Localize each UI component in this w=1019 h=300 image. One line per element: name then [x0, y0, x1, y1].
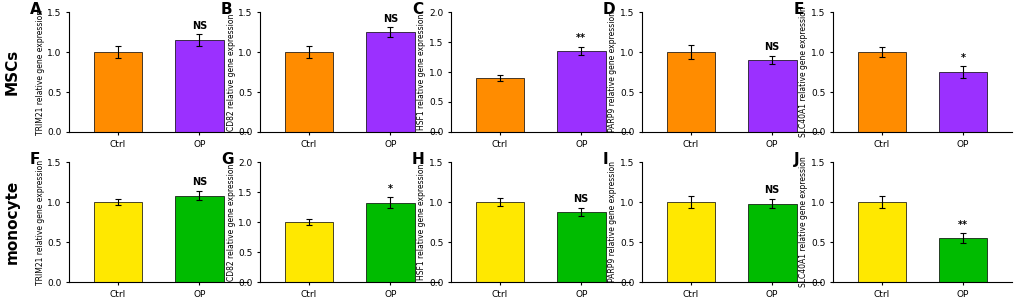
Y-axis label: TRIM21 relative gene expression: TRIM21 relative gene expression	[36, 9, 45, 135]
Bar	[94, 52, 143, 132]
Bar	[556, 212, 605, 282]
Text: NS: NS	[573, 194, 588, 204]
Bar	[747, 60, 796, 132]
Text: B: B	[221, 2, 232, 17]
Text: monocyte: monocyte	[5, 180, 19, 264]
Text: **: **	[576, 33, 586, 43]
Text: NS: NS	[192, 177, 207, 187]
Text: A: A	[30, 2, 42, 17]
Text: E: E	[793, 2, 803, 17]
Y-axis label: CD82 relative gene expression: CD82 relative gene expression	[226, 13, 235, 131]
Bar	[175, 40, 223, 132]
Y-axis label: PARP9 relative gene expression: PARP9 relative gene expression	[607, 161, 616, 283]
Text: H: H	[412, 152, 424, 167]
Bar	[366, 203, 415, 282]
Y-axis label: CD82 relative gene expression: CD82 relative gene expression	[226, 163, 235, 281]
Text: NS: NS	[764, 185, 779, 195]
Bar	[937, 72, 986, 132]
Y-axis label: PARP9 relative gene expression: PARP9 relative gene expression	[607, 11, 616, 133]
Text: F: F	[30, 152, 41, 167]
Text: *: *	[387, 184, 392, 194]
Bar	[857, 202, 905, 282]
Y-axis label: HSF1 relative gene expression: HSF1 relative gene expression	[417, 164, 426, 280]
Y-axis label: SLC40A1 relative gene expression: SLC40A1 relative gene expression	[799, 157, 807, 287]
Bar	[284, 222, 333, 282]
Bar	[857, 52, 905, 132]
Text: NS: NS	[192, 21, 207, 31]
Text: J: J	[793, 152, 799, 167]
Y-axis label: TRIM21 relative gene expression: TRIM21 relative gene expression	[36, 159, 45, 285]
Text: NS: NS	[382, 14, 397, 24]
Bar	[937, 238, 986, 282]
Text: D: D	[602, 2, 614, 17]
Y-axis label: HSF1 relative gene expression: HSF1 relative gene expression	[417, 14, 426, 130]
Bar	[665, 52, 714, 132]
Bar	[747, 204, 796, 282]
Bar	[556, 51, 605, 132]
Bar	[175, 196, 223, 282]
Text: G: G	[221, 152, 233, 167]
Bar	[366, 32, 415, 132]
Bar	[665, 202, 714, 282]
Text: NS: NS	[764, 42, 779, 52]
Bar	[475, 202, 524, 282]
Text: C: C	[412, 2, 423, 17]
Bar	[475, 78, 524, 132]
Text: **: **	[957, 220, 967, 230]
Text: I: I	[602, 152, 608, 167]
Text: MSCs: MSCs	[5, 49, 19, 95]
Bar	[94, 202, 143, 282]
Text: *: *	[960, 53, 965, 63]
Y-axis label: SLC40A1 relative gene expression: SLC40A1 relative gene expression	[799, 7, 807, 137]
Bar	[284, 52, 333, 132]
